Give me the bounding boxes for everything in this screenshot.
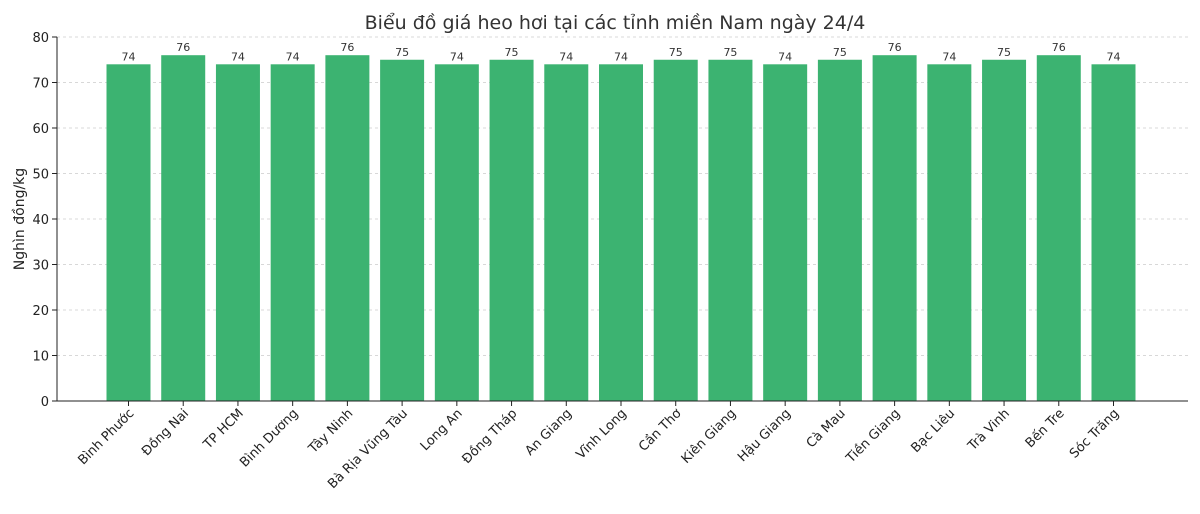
bar-value-label: 76 xyxy=(176,41,190,54)
y-tick-label: 30 xyxy=(32,259,49,274)
bars xyxy=(106,55,1136,402)
bar-value-label: 74 xyxy=(286,50,300,63)
chart-title: Biểu đồ giá heo hơi tại các tỉnh miền Na… xyxy=(365,12,866,34)
x-tick-label: Sóc Trăng xyxy=(1067,406,1122,461)
bar xyxy=(599,64,643,402)
x-tick-label: Cần Thơ xyxy=(636,406,685,455)
bar xyxy=(653,59,698,401)
bar-value-label: 75 xyxy=(997,46,1011,59)
y-tick-label: 50 xyxy=(32,168,49,183)
x-tick-label: Bình Dương xyxy=(237,406,301,470)
bar xyxy=(215,64,260,402)
y-axis-label: Nghìn đồng/kg xyxy=(11,168,28,270)
bar-value-label: 74 xyxy=(942,50,956,63)
x-tick-label: Tây Ninh xyxy=(305,406,356,457)
x-tick-label: TP HCM xyxy=(200,406,247,453)
y-tick-label: 40 xyxy=(32,213,49,228)
bar xyxy=(434,64,479,402)
bar-value-label: 74 xyxy=(614,50,628,63)
bar-value-label: 75 xyxy=(669,46,683,59)
x-tick-label: Đồng Tháp xyxy=(460,406,521,467)
x-tick-label: Trà Vinh xyxy=(965,406,1013,454)
bar-value-label: 75 xyxy=(723,46,737,59)
x-tick-label: Hậu Giang xyxy=(735,406,794,465)
x-tick-label: An Giang xyxy=(522,406,575,459)
x-tick-label: Long An xyxy=(418,406,466,454)
x-tick-label: Kiên Giang xyxy=(679,406,740,467)
bar xyxy=(106,64,151,402)
x-tick-label: Bến Tre xyxy=(1023,406,1068,451)
y-tick-label: 10 xyxy=(32,350,49,365)
y-tick-label: 80 xyxy=(32,31,49,46)
bar xyxy=(489,59,534,401)
x-tick-label: Bạc Liêu xyxy=(908,406,958,456)
x-tick-label: Bình Phước xyxy=(75,406,137,468)
y-tick-label: 20 xyxy=(32,304,49,319)
bar xyxy=(982,59,1027,401)
bar xyxy=(708,59,753,401)
bar-value-label: 74 xyxy=(122,50,136,63)
bar xyxy=(1036,55,1081,401)
bar-value-label: 74 xyxy=(778,50,792,63)
bar-value-label: 75 xyxy=(505,46,519,59)
bar-value-label: 75 xyxy=(395,46,409,59)
y-tick-label: 60 xyxy=(32,122,49,137)
y-tick-label: 0 xyxy=(41,395,49,410)
data-labels: 74 76 74 74 76 75 74 75 74 74 75 75 74 75 76 74 75 76 74 xyxy=(122,41,1121,63)
x-tick-label: Tiền Giang xyxy=(843,406,904,467)
bar xyxy=(817,59,862,401)
bar-value-label: 76 xyxy=(340,41,354,54)
bar-value-label: 74 xyxy=(559,50,573,63)
bar-value-label: 76 xyxy=(888,41,902,54)
bar xyxy=(380,59,425,401)
x-tick-label: Vĩnh Long xyxy=(574,406,630,462)
bar-value-label: 76 xyxy=(1052,41,1066,54)
bar-value-label: 75 xyxy=(833,46,847,59)
bar xyxy=(927,64,972,402)
y-tick-label: 70 xyxy=(32,77,49,92)
bar xyxy=(872,55,917,401)
bar xyxy=(270,64,315,402)
bar xyxy=(544,64,589,402)
bar-value-label: 74 xyxy=(1107,50,1121,63)
y-axis-ticks: 0 10 20 30 40 50 60 70 80 xyxy=(32,31,57,410)
bar xyxy=(1091,64,1136,402)
bar xyxy=(161,55,206,401)
bar xyxy=(763,64,808,402)
bar-value-label: 74 xyxy=(450,50,464,63)
x-tick-label: Đồng Nai xyxy=(139,406,192,459)
bar xyxy=(325,55,370,401)
x-tick-label: Cà Mau xyxy=(804,406,849,451)
bar-value-label: 74 xyxy=(231,50,245,63)
